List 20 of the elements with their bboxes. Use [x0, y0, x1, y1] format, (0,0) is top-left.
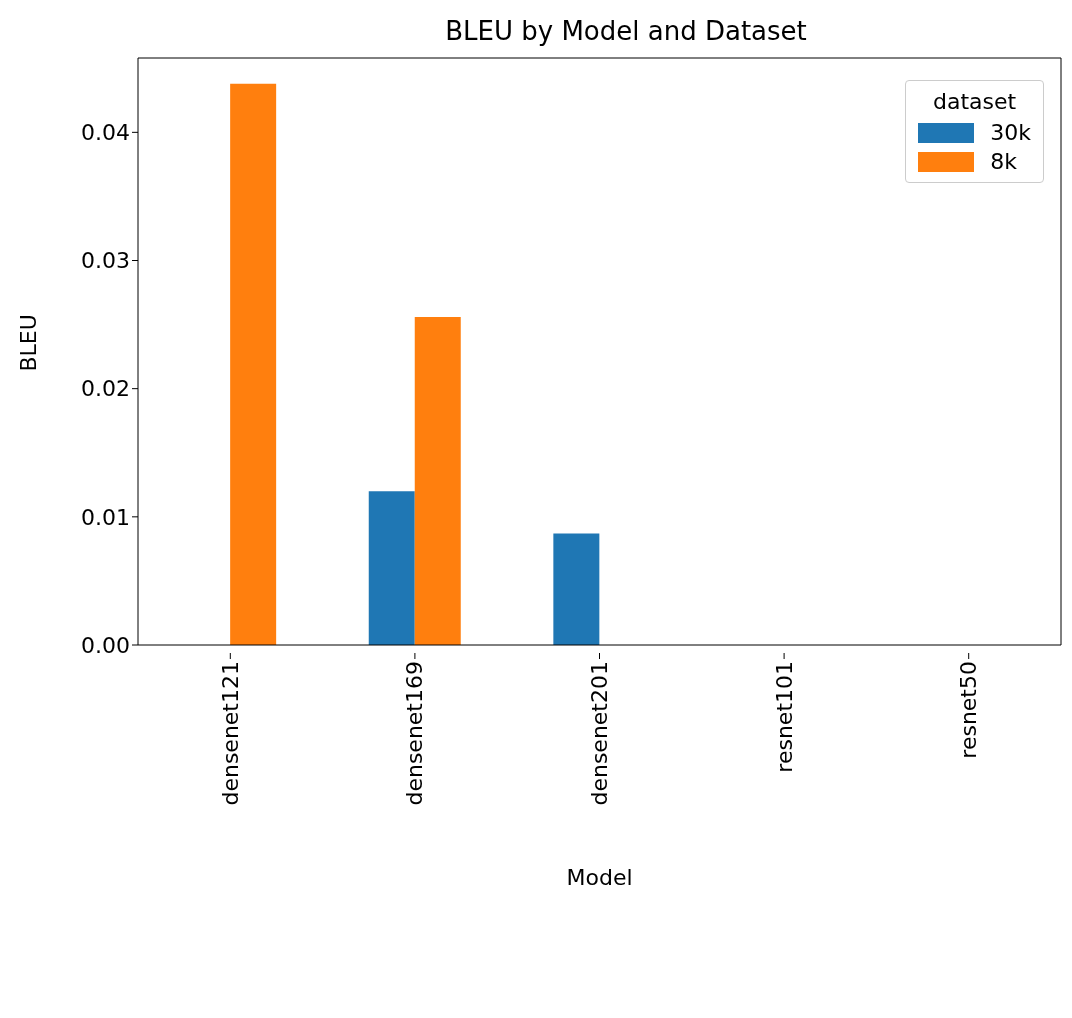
y-tick-label: 0.01 [81, 504, 130, 530]
y-tick-label: 0.04 [81, 120, 130, 146]
y-tick-label: 0.00 [81, 632, 130, 658]
y-tick-label: 0.03 [81, 248, 130, 274]
x-tick-label: densenet201 [587, 661, 612, 806]
x-tick-label: resnet50 [956, 661, 982, 759]
legend-label: 8k [990, 149, 1018, 174]
legend-label: 30k [990, 120, 1031, 145]
x-tick-label: resnet101 [771, 661, 797, 773]
x-tick-label: densenet169 [402, 661, 428, 806]
y-axis-title: BLEU [15, 314, 41, 372]
legend-title: dataset [932, 89, 1018, 114]
bar [414, 316, 461, 645]
x-axis-title: Model [566, 865, 633, 890]
bar [368, 491, 415, 645]
bar [553, 533, 600, 645]
x-tick-label: densenet121 [217, 661, 243, 806]
y-tick-label: 0.02 [81, 376, 130, 402]
chart-title: BLEU by Model and Dataset [444, 16, 808, 46]
bar [230, 83, 277, 645]
